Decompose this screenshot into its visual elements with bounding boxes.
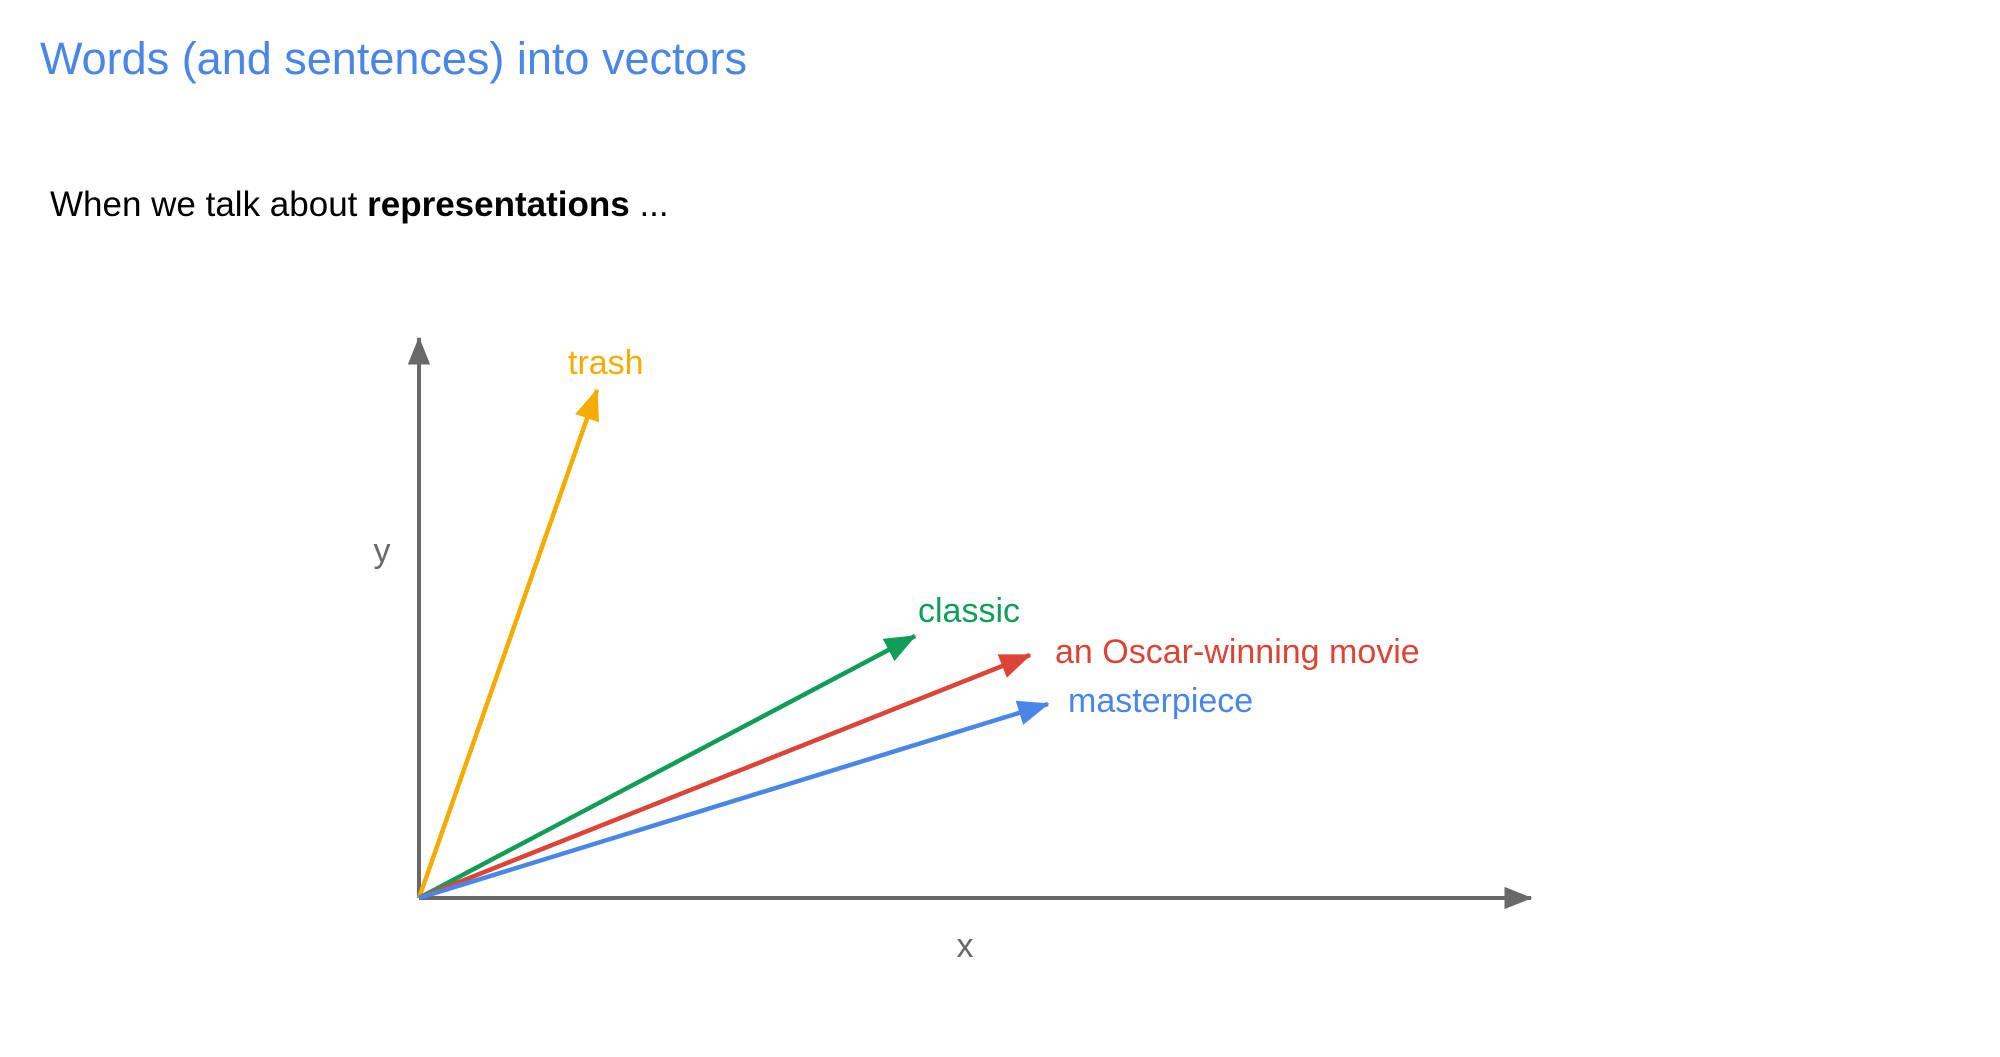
vector-label-an-oscar-winning-movie: an Oscar-winning movie — [1055, 633, 1420, 671]
body-text-prefix: When we talk about — [50, 185, 368, 224]
vector-arrow-classic — [417, 634, 917, 900]
vector-arrow-an-oscar-winning-movie — [418, 652, 1032, 901]
vector-label-classic: classic — [918, 592, 1020, 630]
body-text-suffix: ... — [629, 185, 669, 224]
body-text: When we talk about representations ... — [50, 182, 669, 228]
vector-arrow-trash — [416, 388, 600, 899]
x-axis-label: x — [957, 927, 974, 965]
vector-label-trash: trash — [568, 344, 644, 382]
vector-arrow-masterpiece — [418, 700, 1050, 901]
vector-label-masterpiece: masterpiece — [1068, 682, 1253, 720]
body-text-bold-word: representations — [367, 185, 630, 224]
y-axis-label: y — [374, 532, 391, 570]
page-title: Words (and sentences) into vectors — [40, 33, 747, 84]
